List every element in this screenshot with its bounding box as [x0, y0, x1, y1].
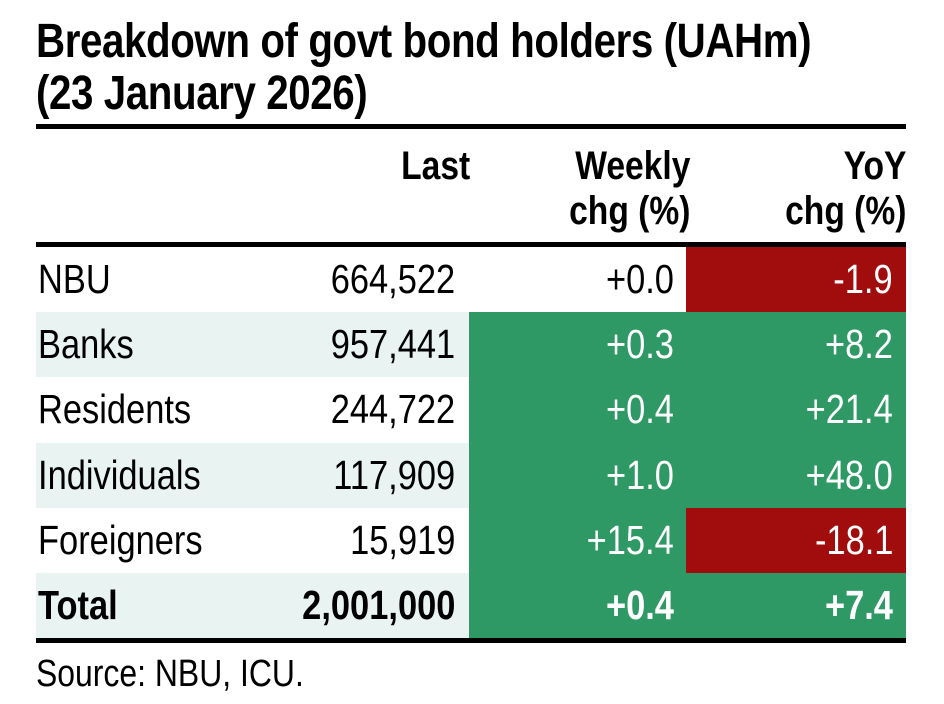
divider-bottom [36, 638, 906, 643]
row-label: NBU [38, 256, 111, 303]
column-header-weekly-chg: Weekly chg (%) [568, 144, 690, 233]
row-label: Total [38, 581, 118, 628]
yoy-chg-cell: -1.9 [686, 247, 906, 313]
divider-top [36, 124, 906, 129]
table-header: Last Weekly chg (%) YoY chg (%) [36, 129, 906, 242]
table-row-banks: Banks 957,441 +0.3 +8.2 [36, 312, 906, 378]
last-value: 2,001,000 [301, 581, 455, 628]
last-value: 664,522 [330, 256, 455, 303]
weekly-chg-cell: +0.0 [605, 256, 674, 303]
yoy-chg-cell: -18.1 [686, 507, 906, 573]
last-value: 15,919 [349, 516, 455, 563]
yoy-chg-cell: +48.0 [686, 442, 906, 508]
last-value: 244,722 [330, 386, 455, 433]
row-label: Banks [38, 321, 134, 368]
yoy-chg-cell: +7.4 [686, 572, 906, 639]
row-label: Individuals [38, 451, 201, 498]
title-line-2: (23 January 2026) [36, 67, 368, 120]
yoy-chg-cell: +21.4 [686, 377, 906, 443]
column-header-yoy-chg: YoY chg (%) [784, 144, 906, 233]
row-label: Foreigners [38, 516, 203, 563]
weekly-chg-cell: +0.4 [469, 377, 686, 443]
chart-title: Breakdown of govt bond holders (UAHm) (2… [36, 0, 906, 124]
source-note: Source: NBU, ICU. [36, 653, 304, 695]
title-line-1: Breakdown of govt bond holders (UAHm) [36, 15, 812, 68]
column-header-last: Last [400, 144, 470, 188]
row-label: Residents [38, 386, 192, 433]
last-value: 117,909 [333, 451, 455, 498]
weekly-chg-cell: +0.4 [469, 572, 686, 639]
table-row-foreigners: Foreigners 15,919 +15.4 -18.1 [36, 507, 906, 573]
divider-header [36, 242, 906, 247]
weekly-chg-cell: +1.0 [469, 442, 686, 508]
table-row-nbu: NBU 664,522 +0.0 -1.9 [36, 247, 906, 313]
yoy-chg-cell: +8.2 [686, 312, 906, 378]
table-body: NBU 664,522 +0.0 -1.9 Banks 957,441 +0.3… [36, 247, 906, 639]
last-value: 957,441 [330, 321, 455, 368]
table-row-residents: Residents 244,722 +0.4 +21.4 [36, 377, 906, 443]
bond-holders-figure: Breakdown of govt bond holders (UAHm) (2… [36, 0, 906, 699]
table-row-total: Total 2,001,000 +0.4 +7.4 [36, 572, 906, 639]
weekly-chg-cell: +0.3 [469, 312, 686, 378]
weekly-chg-cell: +15.4 [469, 507, 686, 573]
table-row-individuals: Individuals 117,909 +1.0 +48.0 [36, 442, 906, 508]
